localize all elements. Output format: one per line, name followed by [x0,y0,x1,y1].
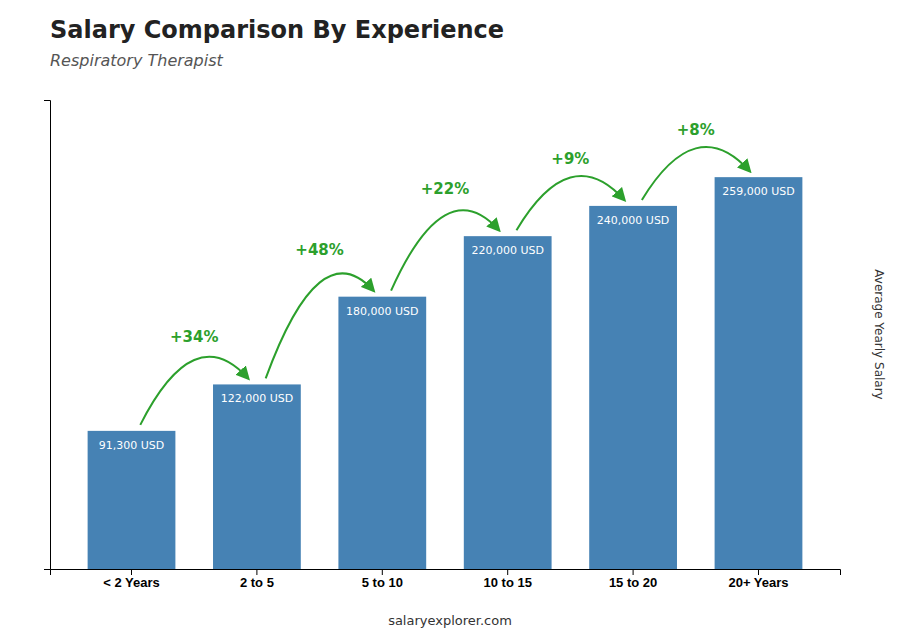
change-label: +34% [170,328,218,346]
change-arrow [266,273,374,378]
change-arrow [140,357,248,425]
bars [88,177,803,569]
chart: Salary Comparison By Experience Respirato… [0,0,900,641]
change-arrow [642,147,750,200]
data-label: 180,000 USD [346,305,419,318]
x-tick: 10 to 15 [483,569,531,590]
x-tick: 5 to 10 [362,569,403,590]
subtitle: Respiratory Therapist [50,51,224,70]
x-tick-mark [382,569,383,575]
data-label: 91,300 USD [99,439,165,452]
x-tick: 15 to 20 [609,569,657,590]
title: Salary Comparison By Experience [50,16,504,44]
change-arrow [391,210,499,290]
bar [213,384,301,569]
x-tick-mark [507,569,508,575]
x-tick-mark [758,569,759,575]
x-tick-label: 5 to 10 [362,575,403,590]
bar [464,236,552,569]
change-label: +22% [421,180,469,198]
x-tick-mark [256,569,257,575]
plot: < 2 Years 2 to 5 5 to 10 10 to 15 15 to 20 20… [44,101,841,591]
y-axis-title: Average Yearly Salary [872,269,886,399]
x-tick-label: 20+ Years [728,575,788,590]
annotations: +34% +48% +22% +9% +8% [140,121,749,425]
x-axis-line [51,570,841,576]
x-tick-label: 2 to 5 [240,575,274,590]
x-tick: < 2 Years [103,569,160,590]
data-label: 240,000 USD [597,214,670,227]
data-labels: 91,300 USD 122,000 USD 180,000 USD 220,000 … [99,185,795,452]
x-tick-label: 15 to 20 [609,575,657,590]
x-axis: < 2 Years 2 to 5 5 to 10 10 to 15 15 to 20 20… [51,569,841,590]
y-axis [44,101,51,570]
x-tick: 2 to 5 [240,569,274,590]
bar [715,177,803,569]
x-tick: 20+ Years [728,569,788,590]
change-label: +9% [551,150,589,168]
x-tick-mark [131,569,132,575]
data-label: 122,000 USD [221,392,294,405]
x-tick-mark [633,569,634,575]
footer: salaryexplorer.com [388,613,512,628]
y-axis-line [44,101,51,570]
change-label: +48% [295,241,343,259]
data-label: 259,000 USD [722,185,795,198]
change-arrow [516,176,624,230]
bar [338,297,426,569]
x-tick-label: 10 to 15 [483,575,531,590]
change-label: +8% [677,121,715,139]
data-label: 220,000 USD [471,244,544,257]
x-tick-label: < 2 Years [103,575,160,590]
bar [589,206,677,569]
bar [88,431,176,569]
